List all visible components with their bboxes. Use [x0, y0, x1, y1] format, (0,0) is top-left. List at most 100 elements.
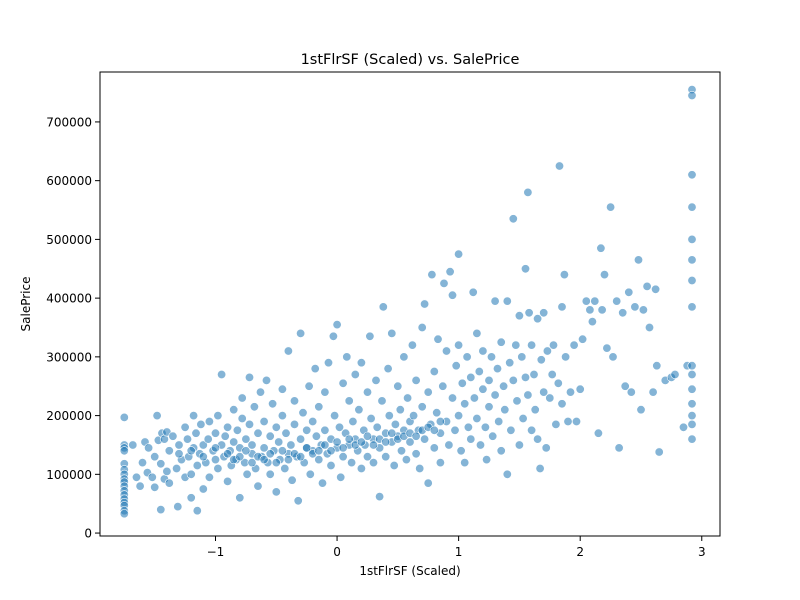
data-point: [259, 443, 269, 453]
y-tick-label: 700000: [46, 115, 92, 129]
x-tick-label: −1: [207, 545, 225, 559]
data-point: [554, 161, 564, 171]
data-point: [432, 408, 442, 418]
data-point: [524, 308, 534, 318]
data-point: [342, 352, 352, 362]
data-point: [259, 455, 269, 465]
data-point: [128, 440, 138, 450]
data-point: [235, 452, 245, 462]
data-point: [474, 366, 484, 376]
data-point: [326, 460, 336, 470]
data-point: [687, 411, 697, 421]
data-point: [393, 381, 403, 391]
data-point: [511, 340, 521, 350]
data-point: [612, 296, 622, 306]
data-point: [174, 440, 184, 450]
data-point: [687, 369, 697, 379]
data-point: [496, 337, 506, 347]
data-point: [460, 399, 470, 409]
data-point: [593, 428, 603, 438]
data-point: [488, 431, 498, 441]
data-point: [119, 412, 129, 422]
data-point: [687, 434, 697, 444]
data-point: [527, 425, 537, 435]
data-point: [454, 411, 464, 421]
data-point: [328, 331, 338, 341]
data-point: [156, 459, 166, 469]
data-point: [687, 234, 697, 244]
data-point: [164, 478, 174, 488]
data-point: [338, 378, 348, 388]
data-point: [348, 416, 358, 426]
data-point: [687, 170, 697, 180]
data-point: [191, 428, 201, 438]
data-point: [506, 425, 516, 435]
data-point: [371, 375, 381, 385]
data-point: [375, 492, 385, 502]
data-point: [368, 440, 378, 450]
data-point: [475, 440, 485, 450]
y-tick-label: 600000: [46, 174, 92, 188]
data-point: [271, 458, 281, 468]
data-point: [180, 422, 190, 432]
data-point: [411, 449, 421, 459]
data-point: [305, 469, 315, 479]
data-point: [259, 416, 269, 426]
y-tick-label: 400000: [46, 292, 92, 306]
data-point: [298, 408, 308, 418]
data-point: [417, 322, 427, 332]
data-point: [518, 413, 528, 423]
data-point: [441, 346, 451, 356]
data-point: [642, 281, 652, 291]
data-point: [447, 290, 457, 300]
data-point: [396, 446, 406, 456]
data-point: [356, 463, 366, 473]
data-point: [678, 422, 688, 432]
data-point: [277, 411, 287, 421]
y-axis-label: SalePrice: [19, 277, 33, 332]
data-point: [354, 405, 364, 415]
scatter-points: [119, 85, 697, 519]
data-point: [383, 364, 393, 374]
data-point: [438, 381, 448, 391]
data-point: [332, 320, 342, 330]
data-point: [472, 328, 482, 338]
data-point: [173, 502, 183, 512]
data-point: [490, 390, 500, 400]
data-point: [132, 472, 142, 482]
data-point: [557, 399, 567, 409]
data-point: [399, 352, 409, 362]
data-point: [156, 505, 166, 515]
data-point: [271, 422, 281, 432]
data-point: [451, 361, 461, 371]
x-tick-label: 0: [333, 545, 341, 559]
data-point: [469, 393, 479, 403]
data-point: [255, 387, 265, 397]
data-point: [508, 375, 518, 385]
data-point: [387, 328, 397, 338]
data-point: [429, 443, 439, 453]
y-tick-label: 200000: [46, 409, 92, 423]
data-point: [401, 455, 411, 465]
data-point: [602, 343, 612, 353]
data-point: [548, 340, 558, 350]
data-point: [186, 493, 196, 503]
data-point: [265, 431, 275, 441]
data-point: [480, 422, 490, 432]
data-point: [198, 484, 208, 494]
data-point: [281, 428, 291, 438]
data-point: [551, 419, 561, 429]
data-point: [223, 476, 233, 486]
data-point: [314, 446, 324, 456]
data-point: [561, 352, 571, 362]
data-point: [482, 455, 492, 465]
data-point: [302, 443, 312, 453]
data-point: [390, 419, 400, 429]
data-point: [241, 434, 251, 444]
data-point: [523, 187, 533, 197]
x-axis: −1 0 1 2 3: [207, 536, 706, 559]
data-point: [499, 381, 509, 391]
data-point: [232, 425, 242, 435]
x-tick-label: 1: [455, 545, 463, 559]
data-point: [265, 469, 275, 479]
